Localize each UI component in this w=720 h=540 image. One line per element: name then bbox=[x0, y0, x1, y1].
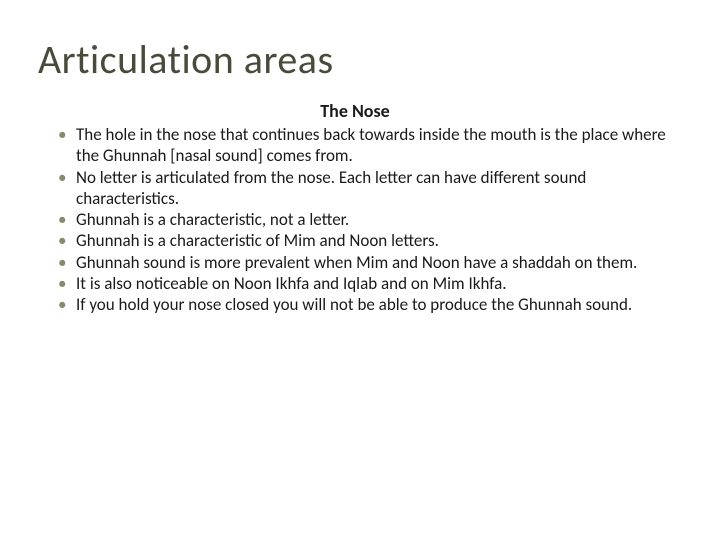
slide-container: Articulation areas The Nose The hole in … bbox=[0, 0, 720, 540]
slide-subtitle: The Nose bbox=[38, 100, 672, 122]
list-item: Ghunnah is a characteristic, not a lette… bbox=[58, 209, 672, 230]
list-item: Ghunnah sound is more prevalent when Mim… bbox=[58, 252, 672, 273]
list-item: The hole in the nose that continues back… bbox=[58, 124, 672, 167]
page-title: Articulation areas bbox=[38, 38, 672, 82]
bullet-list: The hole in the nose that continues back… bbox=[38, 124, 672, 315]
list-item: It is also noticeable on Noon Ikhfa and … bbox=[58, 273, 672, 294]
list-item: No letter is articulated from the nose. … bbox=[58, 167, 672, 210]
list-item: Ghunnah is a characteristic of Mim and N… bbox=[58, 230, 672, 251]
list-item: If you hold your nose closed you will no… bbox=[58, 294, 672, 315]
